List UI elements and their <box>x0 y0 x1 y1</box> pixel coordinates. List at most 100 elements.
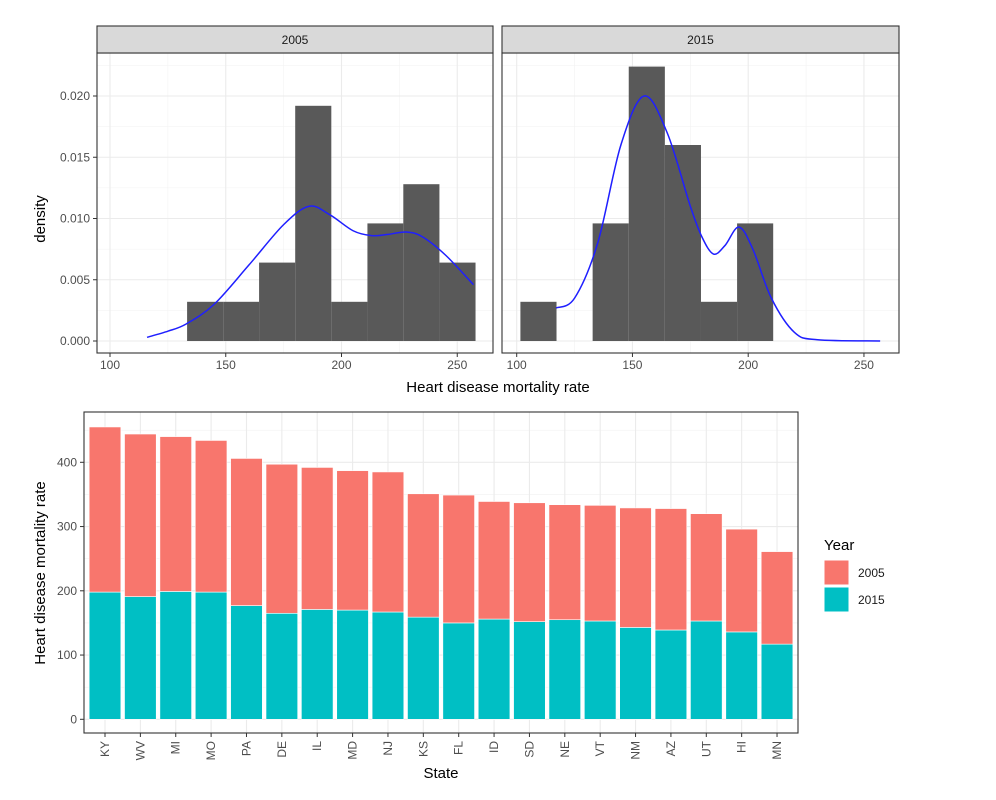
bar-2005-HI <box>725 528 758 633</box>
bar-2005-NJ <box>371 471 405 613</box>
bar-2015-HI <box>725 631 758 720</box>
bar-2015-NJ <box>371 611 405 720</box>
histogram-bar <box>223 301 260 341</box>
x-tick-label: NJ <box>381 741 395 756</box>
bar-2015-AZ <box>654 629 688 720</box>
top-y-axis-title: density <box>32 195 49 243</box>
x-tick-label: 100 <box>507 358 527 372</box>
histogram-bar <box>331 301 368 341</box>
x-tick-label: FL <box>452 741 466 755</box>
y-tick-label: 300 <box>57 520 77 534</box>
histogram-bar <box>520 301 557 341</box>
facet-strip <box>96 25 494 54</box>
histogram-bar <box>700 301 738 341</box>
facet-label: 2005 <box>282 33 309 47</box>
bar-2005-AZ <box>654 508 688 631</box>
bar-2005-IL <box>301 467 334 610</box>
bar-2005-NM <box>619 507 652 628</box>
panel-border <box>83 411 799 734</box>
x-tick-label: UT <box>699 740 713 757</box>
x-tick-label: ID <box>487 741 501 753</box>
bar-2005-PA <box>230 458 263 606</box>
y-tick-label: 400 <box>57 455 77 469</box>
bar-2005-MI <box>159 436 192 592</box>
y-tick-label: 0.020 <box>60 89 90 103</box>
bar-2015-WV <box>124 596 157 720</box>
x-tick-label: NE <box>558 741 572 758</box>
facet-strip <box>501 25 900 54</box>
x-tick-label: 250 <box>447 358 467 372</box>
bar-2015-IL <box>301 609 334 720</box>
bar-2015-MI <box>159 591 192 720</box>
bar-2015-FL <box>442 622 475 720</box>
bar-2005-MN <box>760 551 794 645</box>
x-tick-label: 150 <box>622 358 642 372</box>
y-tick-label: 0.010 <box>60 212 90 226</box>
x-tick-label: AZ <box>664 741 678 756</box>
density-curve <box>146 205 475 339</box>
legend-label-2015: 2015 <box>858 593 885 607</box>
x-tick-label: HI <box>735 741 749 753</box>
bar-2005-FL <box>442 494 475 624</box>
x-tick-label: VT <box>593 740 607 756</box>
histogram-bar <box>403 184 440 341</box>
bottom-x-axis-title: State <box>423 765 458 782</box>
y-tick-label: 0.005 <box>60 273 90 287</box>
bar-2015-KS <box>407 616 440 720</box>
bar-2015-UT <box>690 620 723 720</box>
bar-2015-MO <box>194 591 228 720</box>
bar-2005-UT <box>690 513 723 622</box>
histogram-facets: 2005 100 150 200 250 2015 100 150 200 250 0.000 0.0… <box>60 25 900 372</box>
bar-2005-KS <box>407 493 440 618</box>
bar-2015-DE <box>265 612 299 720</box>
bar-2015-NM <box>619 627 652 720</box>
histogram-bar <box>439 262 476 341</box>
legend-key-2015 <box>823 586 850 613</box>
bar-2015-MD <box>336 609 369 720</box>
bar-2015-KY <box>88 591 122 720</box>
x-tick-label: MI <box>169 741 183 754</box>
bar-2015-MN <box>760 643 794 720</box>
x-tick-label: PA <box>239 741 253 756</box>
x-tick-label: SD <box>522 741 536 758</box>
density-curve <box>555 95 881 342</box>
x-tick-label: IL <box>310 741 324 751</box>
histogram-bar <box>592 223 629 341</box>
x-tick-label: 200 <box>331 358 351 372</box>
bar-2005-VT <box>584 505 617 622</box>
bar-2005-ID <box>477 501 511 620</box>
bar-2005-NE <box>548 504 581 621</box>
histogram-bar <box>664 145 701 341</box>
x-tick-label: KY <box>98 741 112 757</box>
bar-2015-PA <box>230 605 263 720</box>
x-tick-label: 100 <box>100 358 120 372</box>
bar-2015-NE <box>548 619 581 720</box>
legend-title: Year <box>824 537 854 554</box>
bar-2015-ID <box>477 618 511 720</box>
bottom-y-axis-title: Heart disease mortality rate <box>32 481 49 664</box>
x-tick-label: 250 <box>854 358 874 372</box>
x-tick-label: DE <box>275 741 289 758</box>
histogram-bar <box>367 223 404 341</box>
y-tick-label: 200 <box>57 584 77 598</box>
bar-2005-KY <box>88 426 122 593</box>
x-tick-label: MO <box>204 741 218 760</box>
legend: Year 2005 2015 <box>823 537 885 613</box>
top-x-axis-title: Heart disease mortality rate <box>406 379 589 396</box>
bar-2015-SD <box>513 621 546 720</box>
legend-label-2005: 2005 <box>858 566 885 580</box>
y-tick-label: 100 <box>57 648 77 662</box>
y-tick-label: 0.015 <box>60 150 90 164</box>
stacked-bar-chart: KY WV MI MO PA DE IL MD NJ KS FL ID SD NE VT NM AZ UT HI MN… <box>57 411 799 760</box>
histogram-bar <box>737 223 774 341</box>
y-tick-label: 0 <box>70 712 77 726</box>
x-tick-label: 200 <box>738 358 758 372</box>
bar-2005-DE <box>265 463 299 614</box>
x-tick-label: 150 <box>216 358 236 372</box>
x-tick-label: MN <box>770 741 784 760</box>
histogram-bar <box>187 301 224 341</box>
x-tick-label: KS <box>416 741 430 757</box>
x-tick-label: NM <box>629 741 643 760</box>
bar-2005-SD <box>513 502 546 622</box>
